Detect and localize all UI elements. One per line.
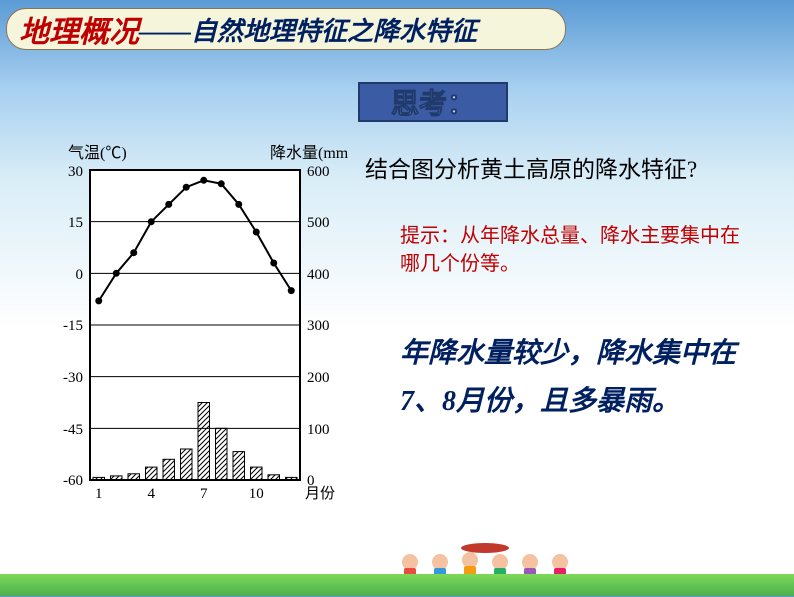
- svg-text:300: 300: [307, 318, 330, 334]
- svg-text:-15: -15: [63, 318, 83, 334]
- title-banner: 地理概况 ——自然地理特征之降水特征: [6, 8, 566, 50]
- climate-chart: 气温(℃) 降水量(mm 30 15 0 -15 -30 -45 -60 600…: [20, 140, 360, 520]
- svg-text:15: 15: [68, 215, 83, 231]
- grass-strip: [0, 574, 794, 596]
- think-label: 思考：: [391, 82, 475, 122]
- left-axis-label: 气温(℃): [68, 144, 127, 162]
- title-blue-text: ——自然地理特征之降水特征: [139, 11, 477, 48]
- svg-text:-45: -45: [63, 422, 83, 438]
- svg-text:月份: 月份: [305, 485, 335, 502]
- svg-text:500: 500: [307, 215, 330, 231]
- svg-text:-60: -60: [63, 473, 83, 489]
- svg-text:-30: -30: [63, 370, 83, 386]
- svg-text:30: 30: [68, 164, 83, 180]
- answer-text: 年降水量较少，降水集中在7、8月份，且多暴雨。: [400, 330, 760, 425]
- svg-text:600: 600: [307, 164, 330, 180]
- hint-text: 提示：从年降水总量、降水主要集中在哪几个份等。: [400, 222, 740, 278]
- question-text: 结合图分析黄土高原的降水特征?: [365, 150, 697, 184]
- title-red-text: 地理概况: [19, 7, 139, 51]
- svg-text:10: 10: [249, 486, 264, 502]
- svg-text:4: 4: [148, 486, 156, 502]
- svg-text:7: 7: [200, 486, 208, 502]
- think-box: 思考：: [358, 82, 508, 122]
- svg-text:0: 0: [76, 267, 84, 283]
- svg-text:400: 400: [307, 267, 330, 283]
- svg-text:1: 1: [95, 486, 103, 502]
- svg-text:100: 100: [307, 422, 330, 438]
- right-axis-label: 降水量(mm: [270, 144, 349, 162]
- svg-text:200: 200: [307, 370, 330, 386]
